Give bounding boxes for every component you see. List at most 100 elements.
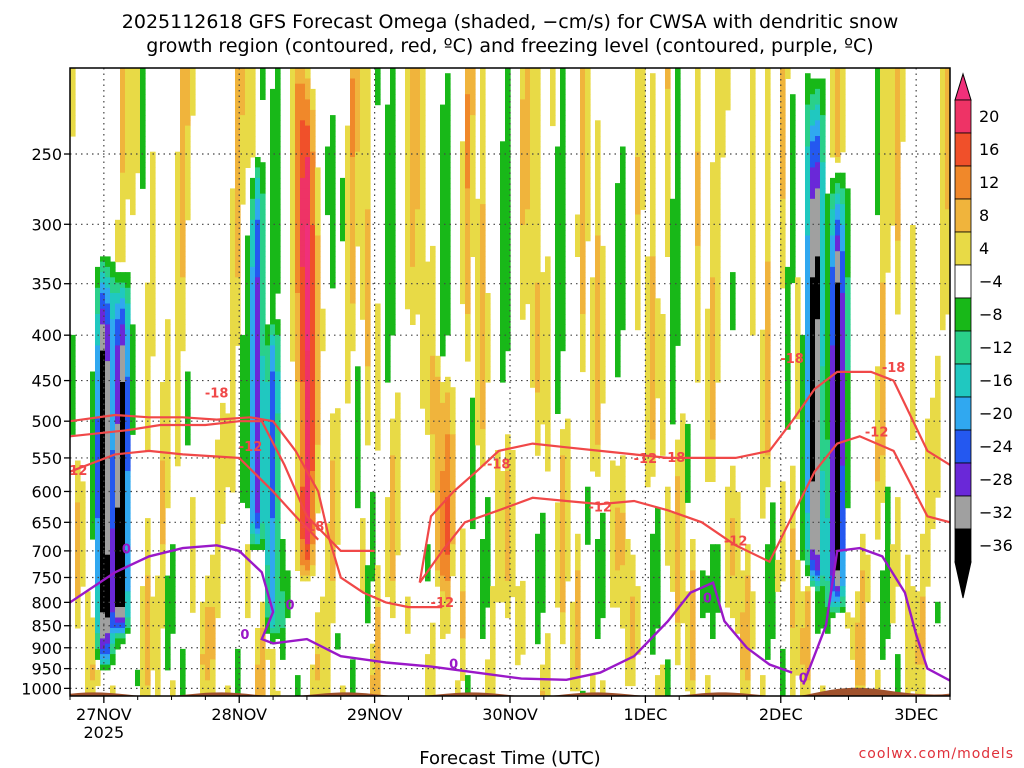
omega-cell [110, 554, 116, 561]
omega-cell [185, 183, 191, 189]
omega-cell [315, 245, 321, 252]
omega-cell [290, 245, 296, 252]
omega-cell [435, 491, 441, 498]
omega-cell [120, 251, 126, 257]
omega-cell [115, 397, 121, 404]
omega-cell [365, 225, 371, 231]
omega-cell [205, 648, 211, 655]
omega-cell [440, 518, 446, 524]
omega-cell [335, 497, 341, 503]
omega-cell [470, 204, 476, 210]
omega-cell [230, 282, 236, 289]
omega-cell [365, 413, 371, 420]
omega-cell [295, 125, 301, 132]
omega-cell [295, 183, 301, 189]
omega-cell [320, 601, 326, 608]
omega-cell [235, 146, 241, 153]
omega-cell [310, 130, 316, 137]
omega-cell [440, 586, 446, 592]
omega-cell [310, 460, 316, 467]
omega-cell [365, 230, 371, 236]
omega-cell [115, 340, 121, 346]
omega-cell [255, 539, 261, 545]
omega-cell [265, 648, 271, 655]
omega-cell [240, 371, 246, 378]
omega-cell [125, 355, 131, 362]
omega-cell [170, 685, 176, 692]
omega-cell [420, 225, 426, 231]
omega-cell [520, 633, 526, 639]
omega-cell [505, 481, 511, 488]
omega-cell [205, 628, 211, 634]
omega-cell [130, 136, 136, 142]
omega-cell [270, 486, 276, 493]
omega-cell [130, 340, 136, 346]
omega-cell [220, 402, 226, 409]
omega-cell [375, 418, 381, 425]
omega-cell [295, 439, 301, 446]
omega-cell [120, 172, 126, 179]
omega-cell [445, 225, 451, 231]
omega-cell [435, 408, 441, 414]
omega-cell [355, 109, 361, 116]
omega-cell [330, 580, 336, 587]
omega-cell [260, 664, 266, 671]
omega-cell [355, 387, 361, 393]
omega-cell [520, 251, 526, 257]
omega-cell [290, 219, 296, 226]
omega-cell [100, 298, 106, 305]
omega-cell [470, 73, 476, 79]
omega-cell [190, 559, 196, 566]
omega-cell [160, 392, 166, 399]
omega-cell [260, 277, 266, 284]
omega-cell [180, 690, 186, 696]
omega-cell [140, 633, 146, 639]
omega-cell [210, 675, 216, 681]
omega-cell [250, 355, 256, 362]
omega-cell [200, 675, 206, 681]
omega-cell [160, 596, 166, 603]
omega-cell [330, 193, 336, 200]
omega-cell [350, 198, 356, 205]
omega-cell [360, 183, 366, 189]
omega-cell [260, 680, 266, 687]
omega-cell [145, 444, 151, 451]
omega-cell [460, 533, 466, 540]
omega-cell [125, 612, 131, 619]
omega-cell [165, 423, 171, 430]
omega-cell [390, 151, 396, 158]
omega-cell [410, 99, 416, 106]
omega-cell [145, 559, 151, 566]
omega-cell [315, 198, 321, 205]
omega-cell [480, 565, 486, 571]
omega-cell [295, 261, 301, 268]
omega-cell [125, 120, 131, 127]
omega-cell [105, 444, 111, 451]
omega-cell [215, 580, 221, 587]
omega-cell [300, 308, 306, 315]
omega-cell [295, 120, 301, 127]
omega-cell [250, 73, 256, 79]
omega-cell [105, 418, 111, 425]
omega-cell [105, 544, 111, 550]
omega-cell [310, 366, 316, 373]
omega-cell [180, 167, 186, 174]
omega-cell [440, 408, 446, 414]
omega-cell [520, 88, 526, 95]
omega-cell [345, 282, 351, 289]
omega-cell [100, 512, 106, 519]
omega-cell [300, 418, 306, 425]
omega-cell [365, 434, 371, 441]
omega-cell [165, 659, 171, 666]
omega-cell [360, 314, 366, 320]
omega-cell [475, 319, 481, 325]
omega-cell [410, 94, 416, 100]
omega-cell [245, 261, 251, 268]
omega-cell [265, 382, 271, 388]
omega-cell [255, 628, 261, 634]
omega-cell [405, 162, 411, 168]
omega-cell [460, 177, 466, 184]
omega-cell [145, 355, 151, 362]
omega-cell [485, 664, 491, 671]
omega-cell [325, 601, 331, 608]
